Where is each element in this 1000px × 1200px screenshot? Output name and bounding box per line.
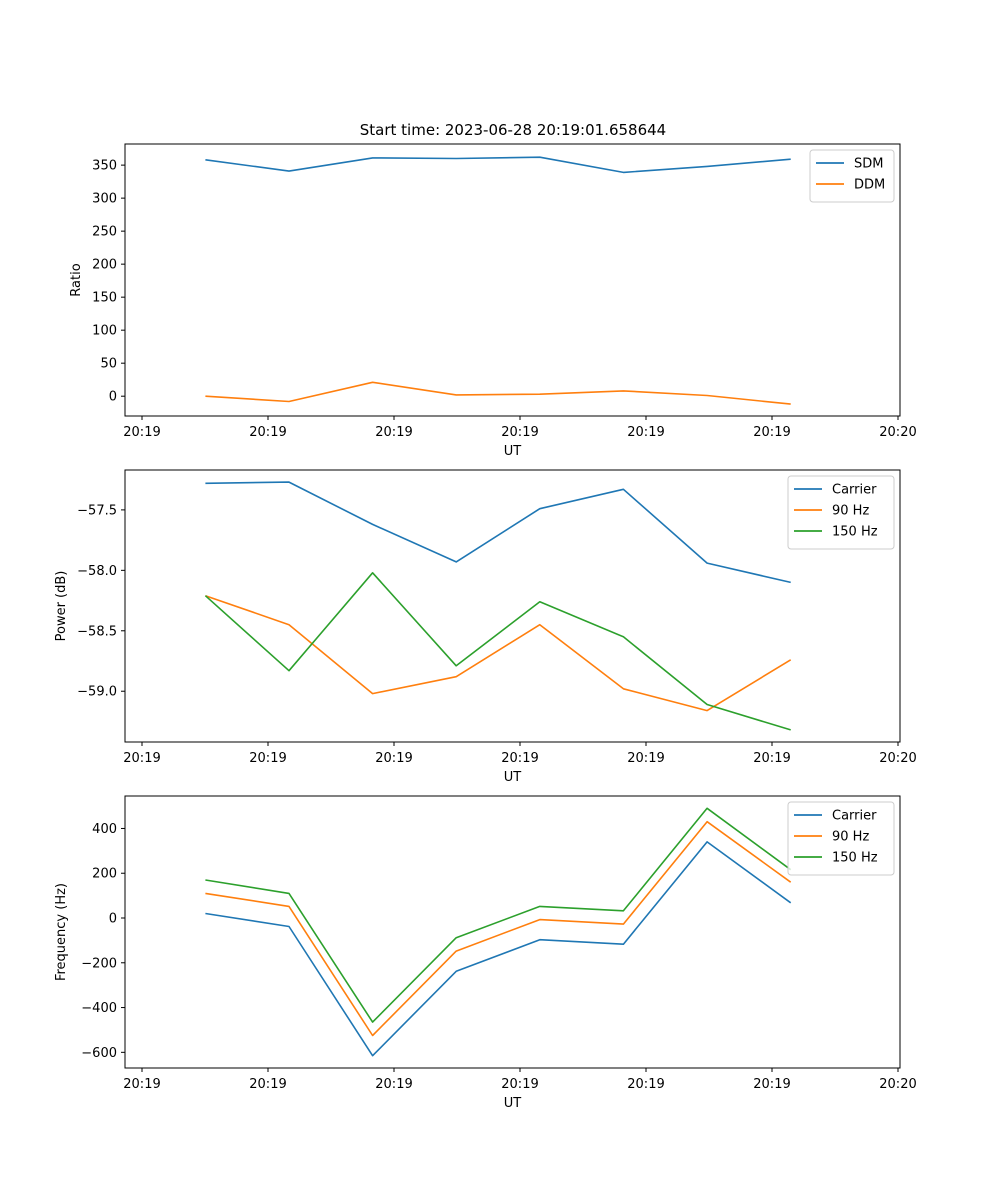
- x-tick-label: 20:19: [249, 425, 286, 440]
- x-tick-label: 20:19: [627, 425, 664, 440]
- y-tick-label: −59.0: [77, 685, 117, 700]
- y-tick-label: −200: [81, 956, 117, 971]
- x-axis-label: UT: [504, 444, 522, 459]
- x-tick-label: 20:19: [123, 425, 160, 440]
- y-tick-label: 0: [109, 912, 117, 927]
- plots-container: 20:19 20:19 20:19 20:19 20:19 20:19 20:20 0 50 10…: [54, 143, 917, 1111]
- x-tick-label: 20:19: [627, 751, 664, 766]
- y-axis-label: Frequency (Hz): [54, 883, 69, 981]
- legend: Carrier 90 Hz 150 Hz: [787, 801, 895, 876]
- y-axis-label: Power (dB): [54, 571, 69, 642]
- plot-frame: [124, 469, 901, 743]
- y-tick-label: −58.5: [77, 624, 117, 639]
- y-tick-label: −57.5: [77, 503, 117, 518]
- subplot-3: 20:19 20:19 20:19 20:19 20:19 20:19 20:20 −600 −…: [54, 795, 917, 1111]
- legend: SDM DDM: [809, 149, 895, 203]
- x-tick-label: 20:20: [879, 751, 916, 766]
- y-tick-label: 200: [92, 258, 117, 273]
- plot-frame: [124, 795, 901, 1069]
- x-axis-label: UT: [504, 770, 522, 785]
- x-tick-label: 20:19: [375, 751, 412, 766]
- series-line-carrier: [205, 841, 792, 1057]
- series-line-carrier: [205, 481, 791, 584]
- plot-frame: [124, 143, 901, 417]
- x-tick-label: 20:20: [879, 425, 916, 440]
- x-tick-label: 20:19: [249, 1077, 286, 1092]
- y-tick-label: 250: [92, 225, 117, 240]
- series-line-ddm: [205, 381, 791, 405]
- x-tick-label: 20:19: [249, 751, 286, 766]
- x-tick-label: 20:19: [501, 425, 538, 440]
- series-line-150-hz: [205, 807, 792, 1023]
- legend-label: 90 Hz: [832, 504, 869, 519]
- legend: Carrier 90 Hz 150 Hz: [787, 475, 895, 550]
- x-tick-label: 20:19: [753, 751, 790, 766]
- x-tick-label: 20:19: [501, 751, 538, 766]
- legend-label: Carrier: [832, 483, 877, 498]
- subplot-1: 20:19 20:19 20:19 20:19 20:19 20:19 20:20 0 50 10…: [69, 143, 917, 459]
- x-tick-label: 20:20: [879, 1077, 916, 1092]
- subplot-2: 20:19 20:19 20:19 20:19 20:19 20:19 20:20 −59.0…: [54, 469, 917, 785]
- figure-title: Start time: 2023-06-28 20:19:01.658644: [360, 121, 666, 139]
- x-tick-label: 20:19: [627, 1077, 664, 1092]
- legend-label: SDM: [854, 157, 883, 172]
- series-line-90-hz: [205, 594, 792, 712]
- legend-label: Carrier: [832, 809, 877, 824]
- y-tick-label: 50: [100, 357, 117, 372]
- y-tick-label: 150: [92, 291, 117, 306]
- legend-label: 150 Hz: [832, 525, 878, 540]
- x-tick-label: 20:19: [753, 1077, 790, 1092]
- x-tick-label: 20:19: [123, 1077, 160, 1092]
- series-line-150-hz: [204, 571, 791, 731]
- legend-label: DDM: [854, 178, 885, 193]
- y-tick-label: −600: [81, 1046, 117, 1061]
- legend-label: 90 Hz: [832, 830, 869, 845]
- y-tick-label: 400: [92, 822, 117, 837]
- x-axis-label: UT: [504, 1096, 522, 1111]
- x-tick-label: 20:19: [753, 425, 790, 440]
- x-tick-label: 20:19: [501, 1077, 538, 1092]
- series-line-90-hz: [205, 820, 792, 1037]
- x-tick-label: 20:19: [123, 751, 160, 766]
- x-tick-label: 20:19: [375, 425, 412, 440]
- y-axis-label: Ratio: [69, 263, 84, 296]
- y-tick-label: 350: [92, 159, 117, 174]
- y-tick-label: 200: [92, 867, 117, 882]
- y-tick-label: −58.0: [77, 564, 117, 579]
- y-tick-label: 0: [109, 390, 117, 405]
- x-tick-label: 20:19: [375, 1077, 412, 1092]
- y-tick-label: −400: [81, 1001, 117, 1016]
- legend-label: 150 Hz: [832, 851, 878, 866]
- y-tick-label: 300: [92, 192, 117, 207]
- y-tick-label: 100: [92, 324, 117, 339]
- series-line-sdm: [205, 156, 791, 174]
